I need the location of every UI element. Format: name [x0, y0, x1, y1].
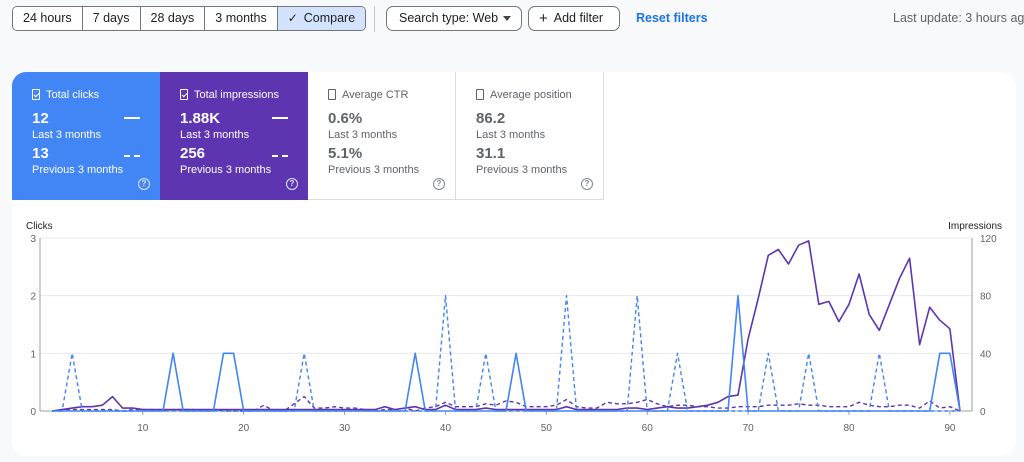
metric-prev-value: 5.1% [328, 145, 363, 162]
checkbox-checked-icon [180, 89, 188, 100]
x-tick-label: 60 [642, 423, 654, 434]
left-tick-label: 2 [30, 292, 36, 303]
metric-label: Total clicks [46, 89, 100, 101]
series-line-left-solid [52, 294, 961, 412]
help-icon[interactable]: ? [581, 178, 593, 190]
x-tick-label: 70 [743, 423, 755, 434]
add-filter-button[interactable]: + Add filter [528, 6, 620, 31]
caret-down-icon [503, 16, 511, 21]
right-tick-label: 40 [980, 349, 992, 360]
metric-period: Last 3 months [32, 129, 102, 141]
performance-card: Total clicks 12 Last 3 months 13 Previou… [12, 72, 1016, 456]
x-tick-label: 10 [137, 423, 149, 434]
help-icon[interactable]: ? [286, 178, 298, 190]
x-tick-label: 50 [541, 423, 553, 434]
metric-prev-value: 13 [32, 145, 49, 162]
metric-period: Last 3 months [476, 129, 546, 141]
metric-value: 0.6% [328, 110, 363, 127]
last-update-text: Last update: 3 hours ago [893, 11, 1024, 25]
chart-grid [39, 237, 973, 412]
checkbox-checked-icon [32, 89, 40, 100]
metric-prev-value: 256 [180, 145, 206, 162]
metric-prev-period: Previous 3 months [328, 164, 420, 176]
range-7-days-button[interactable]: 7 days [82, 7, 141, 30]
metric-prev-period: Previous 3 months [180, 164, 272, 176]
total-impressions-tile[interactable]: Total impressions 1.88K Last 3 months 25… [160, 72, 308, 200]
performance-chart: Clicks Impressions 0 0 1 40 2 80 3 120 10 20 30 40 5… [12, 218, 1016, 456]
reset-filters-link[interactable]: Reset filters [636, 11, 708, 25]
x-tick-label: 90 [944, 423, 956, 434]
left-tick-label: 1 [30, 349, 36, 360]
help-icon[interactable]: ? [138, 178, 150, 190]
total-clicks-tile[interactable]: Total clicks 12 Last 3 months 13 Previou… [12, 72, 160, 200]
metric-period: Last 3 months [180, 129, 250, 141]
right-tick-label: 120 [980, 234, 997, 245]
metric-label: Average position [490, 89, 572, 101]
checkbox-unchecked-icon [476, 89, 484, 100]
checkbox-unchecked-icon [328, 89, 336, 100]
x-tick-label: 40 [440, 423, 452, 434]
chart-ticks: 0 0 1 40 2 80 3 120 10 20 30 40 50 60 70 80 90 [30, 234, 997, 434]
plus-icon: + [539, 10, 548, 27]
left-tick-label: 0 [30, 407, 36, 418]
x-tick-label: 20 [238, 423, 250, 434]
chart-lines [51, 240, 961, 412]
solid-line-legend-icon [272, 117, 288, 119]
metric-value: 12 [32, 110, 49, 127]
dashed-line-legend-icon [272, 155, 288, 157]
series-line-right-solid [51, 240, 961, 412]
metric-label: Total impressions [194, 89, 279, 101]
series-line-right-dashed [51, 395, 961, 412]
compare-label: Compare [303, 11, 356, 25]
range-3-months-button[interactable]: 3 months [205, 7, 278, 30]
range-24-hours-button[interactable]: 24 hours [13, 7, 83, 30]
add-filter-label: Add filter [553, 11, 604, 25]
search-type-dropdown[interactable]: Search type: Web [386, 6, 522, 31]
average-ctr-tile[interactable]: Average CTR 0.6% Last 3 months 5.1% Prev… [308, 72, 456, 200]
metric-label: Average CTR [342, 89, 409, 101]
help-icon[interactable]: ? [433, 178, 445, 190]
x-tick-label: 80 [843, 423, 855, 434]
metric-prev-period: Previous 3 months [476, 164, 568, 176]
metric-value: 86.2 [476, 110, 506, 127]
right-tick-label: 0 [980, 407, 986, 418]
compare-button[interactable]: ✓ Compare [277, 7, 366, 30]
metric-prev-value: 31.1 [476, 145, 506, 162]
dashed-line-legend-icon [124, 155, 140, 157]
performance-chart-svg: Clicks Impressions 0 0 1 40 2 80 3 120 10 20 30 40 5… [26, 221, 1002, 434]
left-axis-label: Clicks [26, 221, 53, 232]
metric-prev-period: Previous 3 months [32, 164, 124, 176]
search-type-label: Search type: Web [399, 11, 499, 25]
toolbar: 24 hours 7 days 28 days 3 months ✓ Compar… [12, 6, 1024, 32]
checkmark-icon: ✓ [287, 11, 298, 25]
range-28-days-button[interactable]: 28 days [140, 7, 206, 30]
metric-value: 1.88K [180, 110, 221, 127]
x-tick-label: 30 [339, 423, 351, 434]
toolbar-divider [374, 6, 375, 32]
metric-period: Last 3 months [328, 129, 398, 141]
average-position-tile[interactable]: Average position 86.2 Last 3 months 31.1… [456, 72, 604, 200]
left-tick-label: 3 [30, 234, 36, 245]
date-range-selector: 24 hours 7 days 28 days 3 months ✓ Compar… [12, 6, 367, 31]
right-tick-label: 80 [980, 292, 992, 303]
solid-line-legend-icon [124, 117, 140, 119]
right-axis-label: Impressions [948, 221, 1002, 232]
